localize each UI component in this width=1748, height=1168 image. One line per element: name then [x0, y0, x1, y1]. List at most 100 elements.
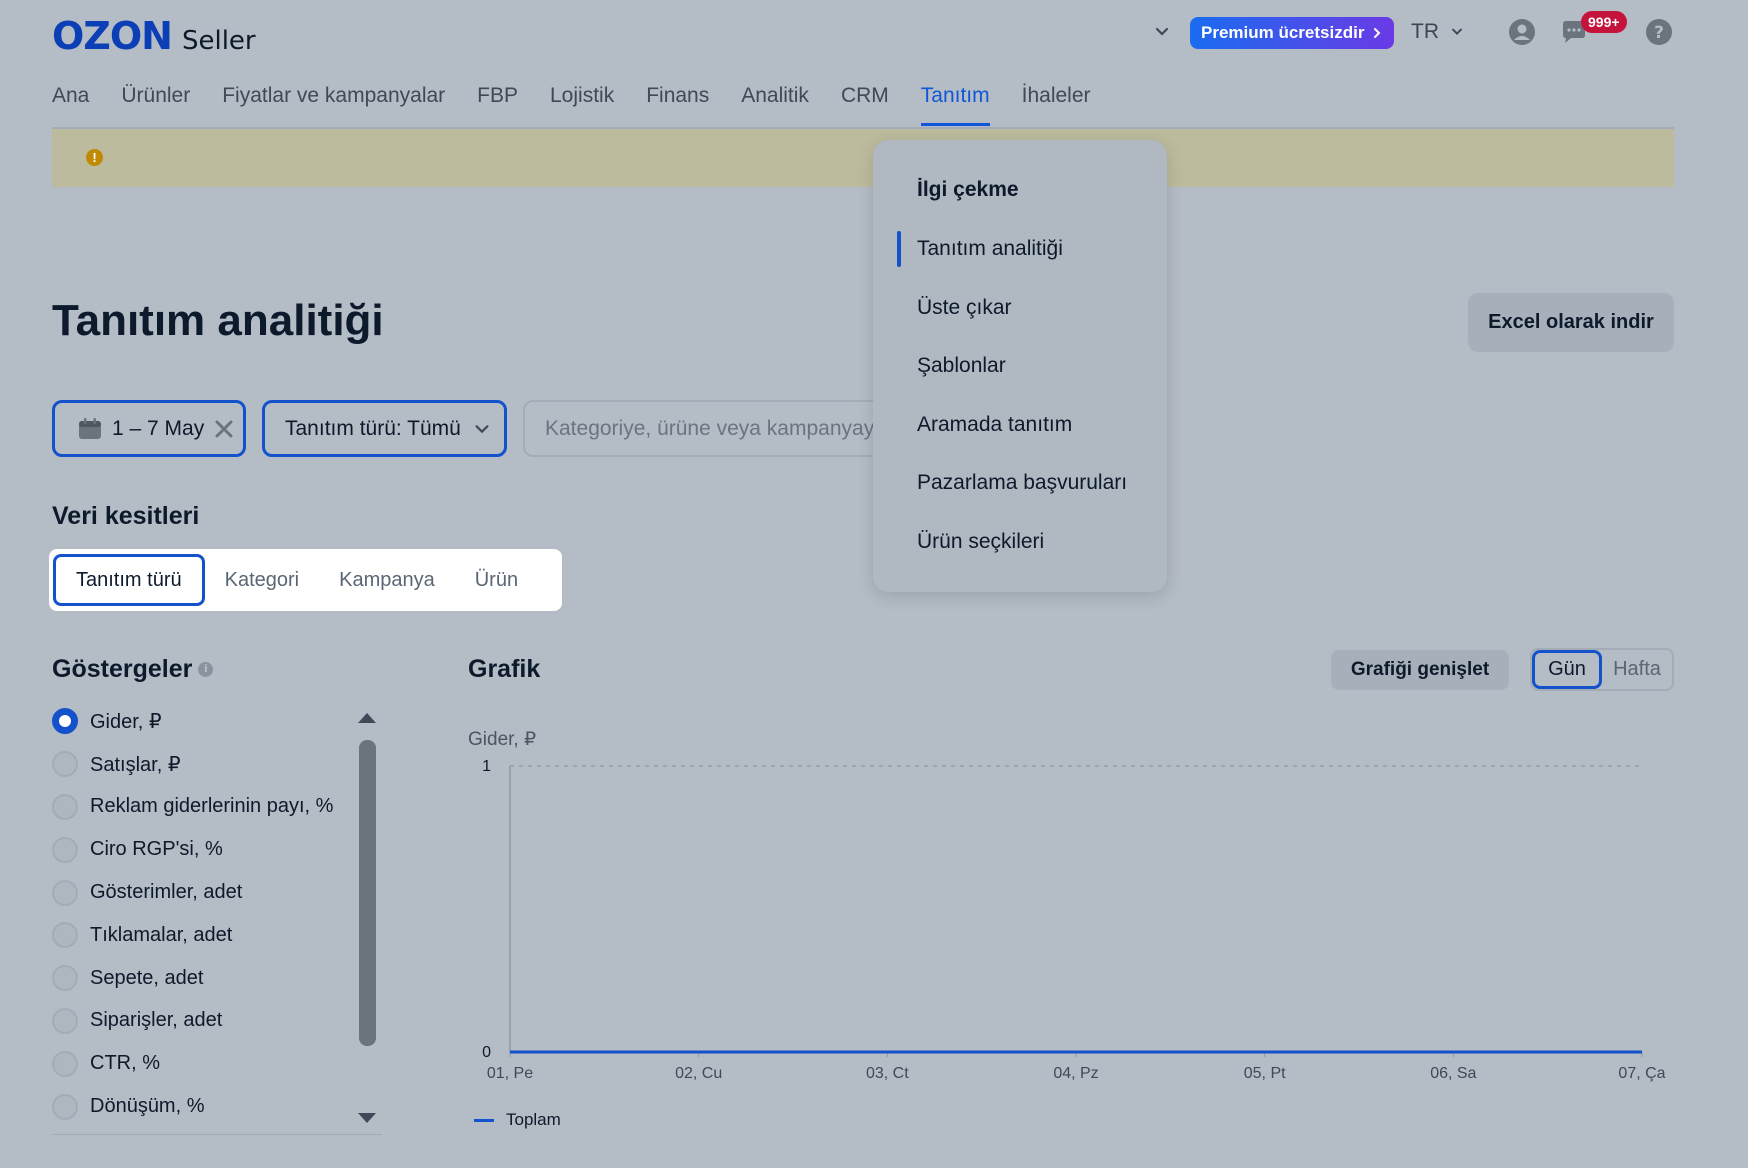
radio-button[interactable]: [52, 1093, 78, 1120]
menu-item-pazarlama-basvurulari[interactable]: Pazarlama başvuruları: [917, 471, 1128, 494]
radio-button[interactable]: [52, 922, 78, 949]
x-tick-label: 02, Cu: [675, 1065, 722, 1082]
menu-item-tanitim-analitigi[interactable]: Tanıtım analitiği: [917, 237, 1063, 260]
metric-item[interactable]: Siparişler, adet: [52, 1000, 352, 1043]
page-title: Tanıtım analitiği: [52, 296, 384, 345]
svg-text:?: ?: [1654, 23, 1664, 43]
metric-label: Siparişler, adet: [90, 1009, 223, 1032]
metric-label: Satışlar, ₽: [90, 753, 181, 776]
nav-item-fiyatlar[interactable]: Fiyatlar ve kampanyalar: [222, 84, 446, 107]
nav-item-fbp[interactable]: FBP: [477, 84, 518, 107]
metric-item[interactable]: Satışlar, ₽: [52, 743, 352, 786]
radio-button[interactable]: [52, 879, 78, 906]
metric-label: Ciro RGP'si, %: [90, 838, 223, 861]
toggle-day[interactable]: Gün: [1532, 650, 1602, 689]
expense-chart: 0 1 01, Pe 02, Cu 03, Ct 04, Pz 05, Pt 06, Sa 07…: [482, 758, 1666, 1082]
date-filter[interactable]: 1 – 7 May: [52, 400, 246, 457]
ozon-seller-logo[interactable]: OZON Seller: [52, 14, 256, 58]
metrics-list: Gider, ₽ Satışlar, ₽ Reklam giderlerinin…: [52, 700, 352, 1128]
tab-category[interactable]: Kategori: [224, 568, 300, 591]
promotion-type-filter[interactable]: Tanıtım türü: Tümü: [262, 400, 507, 457]
metric-item[interactable]: Gösterimler, adet: [52, 871, 352, 914]
period-toggle: Gün Hafta: [1530, 648, 1674, 691]
graph-title: Grafik: [468, 655, 541, 683]
nav-item-lojistik[interactable]: Lojistik: [550, 84, 615, 107]
nav-item-finans[interactable]: Finans: [646, 84, 710, 107]
nav-item-crm[interactable]: CRM: [840, 84, 889, 107]
chevron-down-icon: [475, 424, 489, 433]
tab-product[interactable]: Ürün: [474, 568, 519, 591]
legend-label: Toplam: [506, 1110, 561, 1129]
nav-divider: [52, 127, 1674, 129]
language-selector[interactable]: TR: [1411, 20, 1465, 44]
promotion-type-value: Tanıtım türü: Tümü: [285, 416, 461, 440]
menu-item-uste-cikar[interactable]: Üste çıkar: [917, 296, 1012, 319]
x-tick-label: 05, Pt: [1244, 1065, 1286, 1082]
search-input[interactable]: Kategoriye, ürüne veya kampanyaya: [523, 400, 883, 457]
nav-item-ihaleler[interactable]: İhaleler: [1021, 84, 1091, 107]
metric-item[interactable]: Reklam giderlerinin payı, %: [52, 786, 352, 829]
metric-label: Tıklamalar, adet: [90, 923, 233, 946]
x-tick-label: 07, Ça: [1618, 1065, 1665, 1082]
scrollbar-thumb[interactable]: [359, 740, 376, 1046]
metric-item[interactable]: CTR, %: [52, 1042, 352, 1085]
nav-item-urunler[interactable]: Ürünler: [121, 84, 191, 107]
user-icon[interactable]: [1508, 18, 1536, 46]
metric-item[interactable]: Gider, ₽: [52, 700, 352, 743]
chat-icon[interactable]: [1560, 18, 1588, 46]
metric-item[interactable]: Sepete, adet: [52, 957, 352, 1000]
metric-item[interactable]: Dönüşüm, %: [52, 1085, 352, 1128]
search-placeholder: Kategoriye, ürüne veya kampanyaya: [545, 416, 883, 440]
radio-button[interactable]: [52, 708, 78, 735]
chevron-right-icon: [1374, 28, 1381, 38]
menu-item-sablonlar[interactable]: Şablonlar: [917, 354, 1006, 377]
expand-graph-button[interactable]: Grafiği genişlet: [1331, 650, 1509, 690]
help-icon[interactable]: ?: [1645, 18, 1673, 46]
toggle-week[interactable]: Hafta: [1613, 658, 1661, 680]
list-divider: [52, 1134, 382, 1135]
menu-item-urun-seckileri[interactable]: Ürün seçkileri: [917, 530, 1045, 553]
radio-button[interactable]: [52, 751, 78, 778]
menu-item-aramada-tanitim[interactable]: Aramada tanıtım: [917, 413, 1073, 436]
metric-label: CTR, %: [90, 1052, 160, 1075]
radio-button[interactable]: [52, 1050, 78, 1077]
premium-button[interactable]: Premium ücretsizdir: [1190, 17, 1394, 49]
scroll-down-arrow-icon[interactable]: [358, 1113, 376, 1123]
excel-download-button[interactable]: Excel olarak indir: [1468, 293, 1674, 352]
notifications-badge: 999+: [1581, 11, 1627, 33]
x-tick-label: 01, Pe: [487, 1065, 533, 1082]
nav-item-ana[interactable]: Ana: [52, 84, 90, 107]
menu-item-ilgi-cekme[interactable]: İlgi çekme: [917, 178, 1019, 201]
tab-promotion-type[interactable]: Tanıtım türü: [53, 554, 205, 606]
metric-label: Gider, ₽: [90, 710, 162, 733]
radio-button[interactable]: [52, 836, 78, 863]
data-slices-title: Veri kesitleri: [52, 502, 200, 530]
metric-label: Reklam giderlerinin payı, %: [90, 795, 334, 818]
warning-icon: !: [86, 149, 103, 166]
metric-label: Dönüşüm, %: [90, 1095, 205, 1118]
x-tick-label: 04, Pz: [1053, 1065, 1098, 1082]
notice-banner: !: [52, 129, 1674, 187]
radio-button[interactable]: [52, 965, 78, 992]
x-tick-label: 06, Sa: [1430, 1065, 1476, 1082]
tab-campaign[interactable]: Kampanya: [339, 568, 435, 591]
date-filter-value: 1 – 7 May: [112, 416, 205, 440]
chart-legend: Toplam: [474, 1110, 561, 1130]
nav-item-analitik[interactable]: Analitik: [741, 84, 809, 107]
metric-item[interactable]: Ciro RGP'si, %: [52, 828, 352, 871]
radio-button[interactable]: [52, 1007, 78, 1034]
chart-y-axis-label: Gider, ₽: [468, 729, 537, 750]
scroll-up-arrow-icon[interactable]: [358, 713, 376, 723]
x-tick-label: 03, Ct: [866, 1065, 909, 1082]
metrics-title-label: Göstergeler: [52, 655, 193, 683]
metric-label: Sepete, adet: [90, 966, 204, 989]
calendar-icon: [79, 417, 101, 439]
metric-label: Gösterimler, adet: [90, 881, 243, 904]
data-slices-tabs: Tanıtım türü Kategori Kampanya Ürün: [49, 549, 562, 611]
info-icon[interactable]: i: [198, 662, 214, 677]
radio-button[interactable]: [52, 793, 78, 820]
nav-item-tanitim[interactable]: Tanıtım: [920, 84, 990, 126]
close-icon[interactable]: [214, 419, 234, 439]
metric-item[interactable]: Tıklamalar, adet: [52, 914, 352, 957]
chevron-down-icon[interactable]: [1152, 22, 1172, 42]
